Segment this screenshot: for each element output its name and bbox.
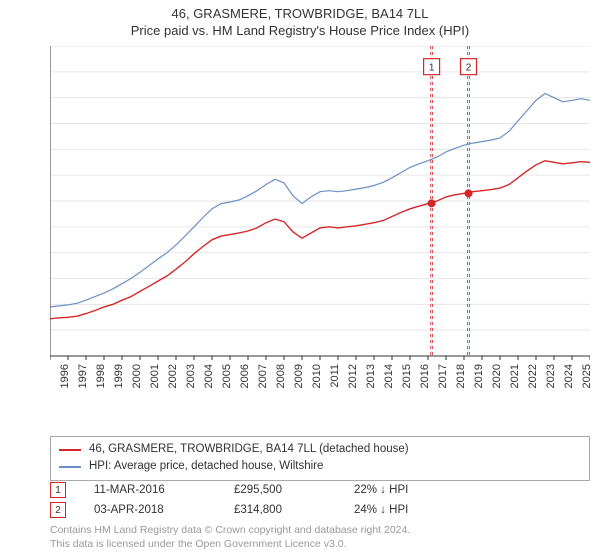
series-price_paid — [50, 161, 590, 319]
svg-text:2023: 2023 — [545, 364, 557, 388]
legend-swatch — [59, 449, 81, 451]
svg-text:1: 1 — [429, 63, 435, 74]
svg-text:2007: 2007 — [257, 364, 269, 388]
svg-text:2001: 2001 — [149, 364, 161, 388]
svg-text:1996: 1996 — [59, 364, 71, 388]
sale-delta: 24% ↓ HPI — [354, 504, 474, 516]
series-hpi — [50, 94, 590, 307]
svg-text:2021: 2021 — [509, 364, 521, 388]
sale-date: 11-MAR-2016 — [94, 484, 234, 496]
svg-text:2011: 2011 — [329, 364, 341, 388]
svg-text:2015: 2015 — [401, 364, 413, 388]
sale-price: £314,800 — [234, 504, 354, 516]
chart-subtitle: Price paid vs. HM Land Registry's House … — [0, 23, 600, 38]
svg-text:2017: 2017 — [437, 364, 449, 388]
svg-text:1995: 1995 — [50, 364, 53, 388]
svg-text:2000: 2000 — [131, 364, 143, 388]
sale-price: £295,500 — [234, 484, 354, 496]
svg-text:2012: 2012 — [347, 364, 359, 388]
chart-title: 46, GRASMERE, TROWBRIDGE, BA14 7LL — [0, 6, 600, 21]
legend-item: 46, GRASMERE, TROWBRIDGE, BA14 7LL (deta… — [59, 441, 581, 458]
legend-swatch — [59, 466, 81, 468]
svg-text:2009: 2009 — [293, 364, 305, 388]
legend: 46, GRASMERE, TROWBRIDGE, BA14 7LL (deta… — [50, 436, 590, 481]
sales-table: 1 11-MAR-2016£295,50022% ↓ HPI 2 03-APR-201… — [50, 480, 590, 520]
sale-point — [465, 189, 473, 197]
svg-text:1999: 1999 — [113, 364, 125, 388]
svg-text:2: 2 — [466, 63, 472, 74]
chart: £0£50K£100K£150K£200K£250K£300K£350K£400… — [50, 46, 590, 396]
svg-text:2003: 2003 — [185, 364, 197, 388]
svg-text:2008: 2008 — [275, 364, 287, 388]
footer: Contains HM Land Registry data © Crown c… — [50, 524, 590, 551]
sales-row: 1 11-MAR-2016£295,50022% ↓ HPI — [50, 480, 590, 500]
svg-text:2014: 2014 — [383, 364, 395, 388]
chart-svg: £0£50K£100K£150K£200K£250K£300K£350K£400… — [50, 46, 590, 396]
svg-text:2025: 2025 — [581, 364, 590, 388]
svg-text:2018: 2018 — [455, 364, 467, 388]
sale-point — [428, 199, 436, 207]
svg-text:2020: 2020 — [491, 364, 503, 388]
sale-delta: 22% ↓ HPI — [354, 484, 474, 496]
svg-text:2004: 2004 — [203, 364, 215, 388]
sale-date: 03-APR-2018 — [94, 504, 234, 516]
svg-text:2013: 2013 — [365, 364, 377, 388]
legend-label: HPI: Average price, detached house, Wilt… — [89, 458, 323, 475]
footer-line-1: Contains HM Land Registry data © Crown c… — [50, 524, 590, 538]
svg-text:2010: 2010 — [311, 364, 323, 388]
svg-text:2016: 2016 — [419, 364, 431, 388]
svg-text:1998: 1998 — [95, 364, 107, 388]
svg-text:2019: 2019 — [473, 364, 485, 388]
sales-row: 2 03-APR-2018£314,80024% ↓ HPI — [50, 500, 590, 520]
legend-label: 46, GRASMERE, TROWBRIDGE, BA14 7LL (deta… — [89, 441, 409, 458]
legend-item: HPI: Average price, detached house, Wilt… — [59, 458, 581, 475]
footer-line-2: This data is licensed under the Open Gov… — [50, 538, 590, 552]
sale-marker: 2 — [50, 502, 66, 518]
svg-text:2006: 2006 — [239, 364, 251, 388]
svg-text:2024: 2024 — [563, 364, 575, 388]
svg-text:2022: 2022 — [527, 364, 539, 388]
svg-text:2002: 2002 — [167, 364, 179, 388]
svg-text:1997: 1997 — [77, 364, 89, 388]
svg-text:2005: 2005 — [221, 364, 233, 388]
sale-marker: 1 — [50, 482, 66, 498]
